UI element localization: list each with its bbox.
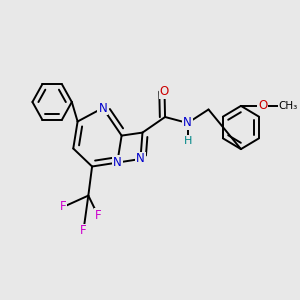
Text: O: O xyxy=(258,99,267,112)
Text: N: N xyxy=(113,156,122,169)
Text: CH₃: CH₃ xyxy=(279,101,298,111)
Text: N: N xyxy=(98,101,107,115)
Text: H: H xyxy=(184,136,192,146)
Text: O: O xyxy=(160,85,169,98)
Text: N: N xyxy=(136,152,145,166)
Text: F: F xyxy=(60,200,66,214)
Text: F: F xyxy=(80,224,87,238)
Text: F: F xyxy=(94,208,101,222)
Text: N: N xyxy=(183,116,192,130)
